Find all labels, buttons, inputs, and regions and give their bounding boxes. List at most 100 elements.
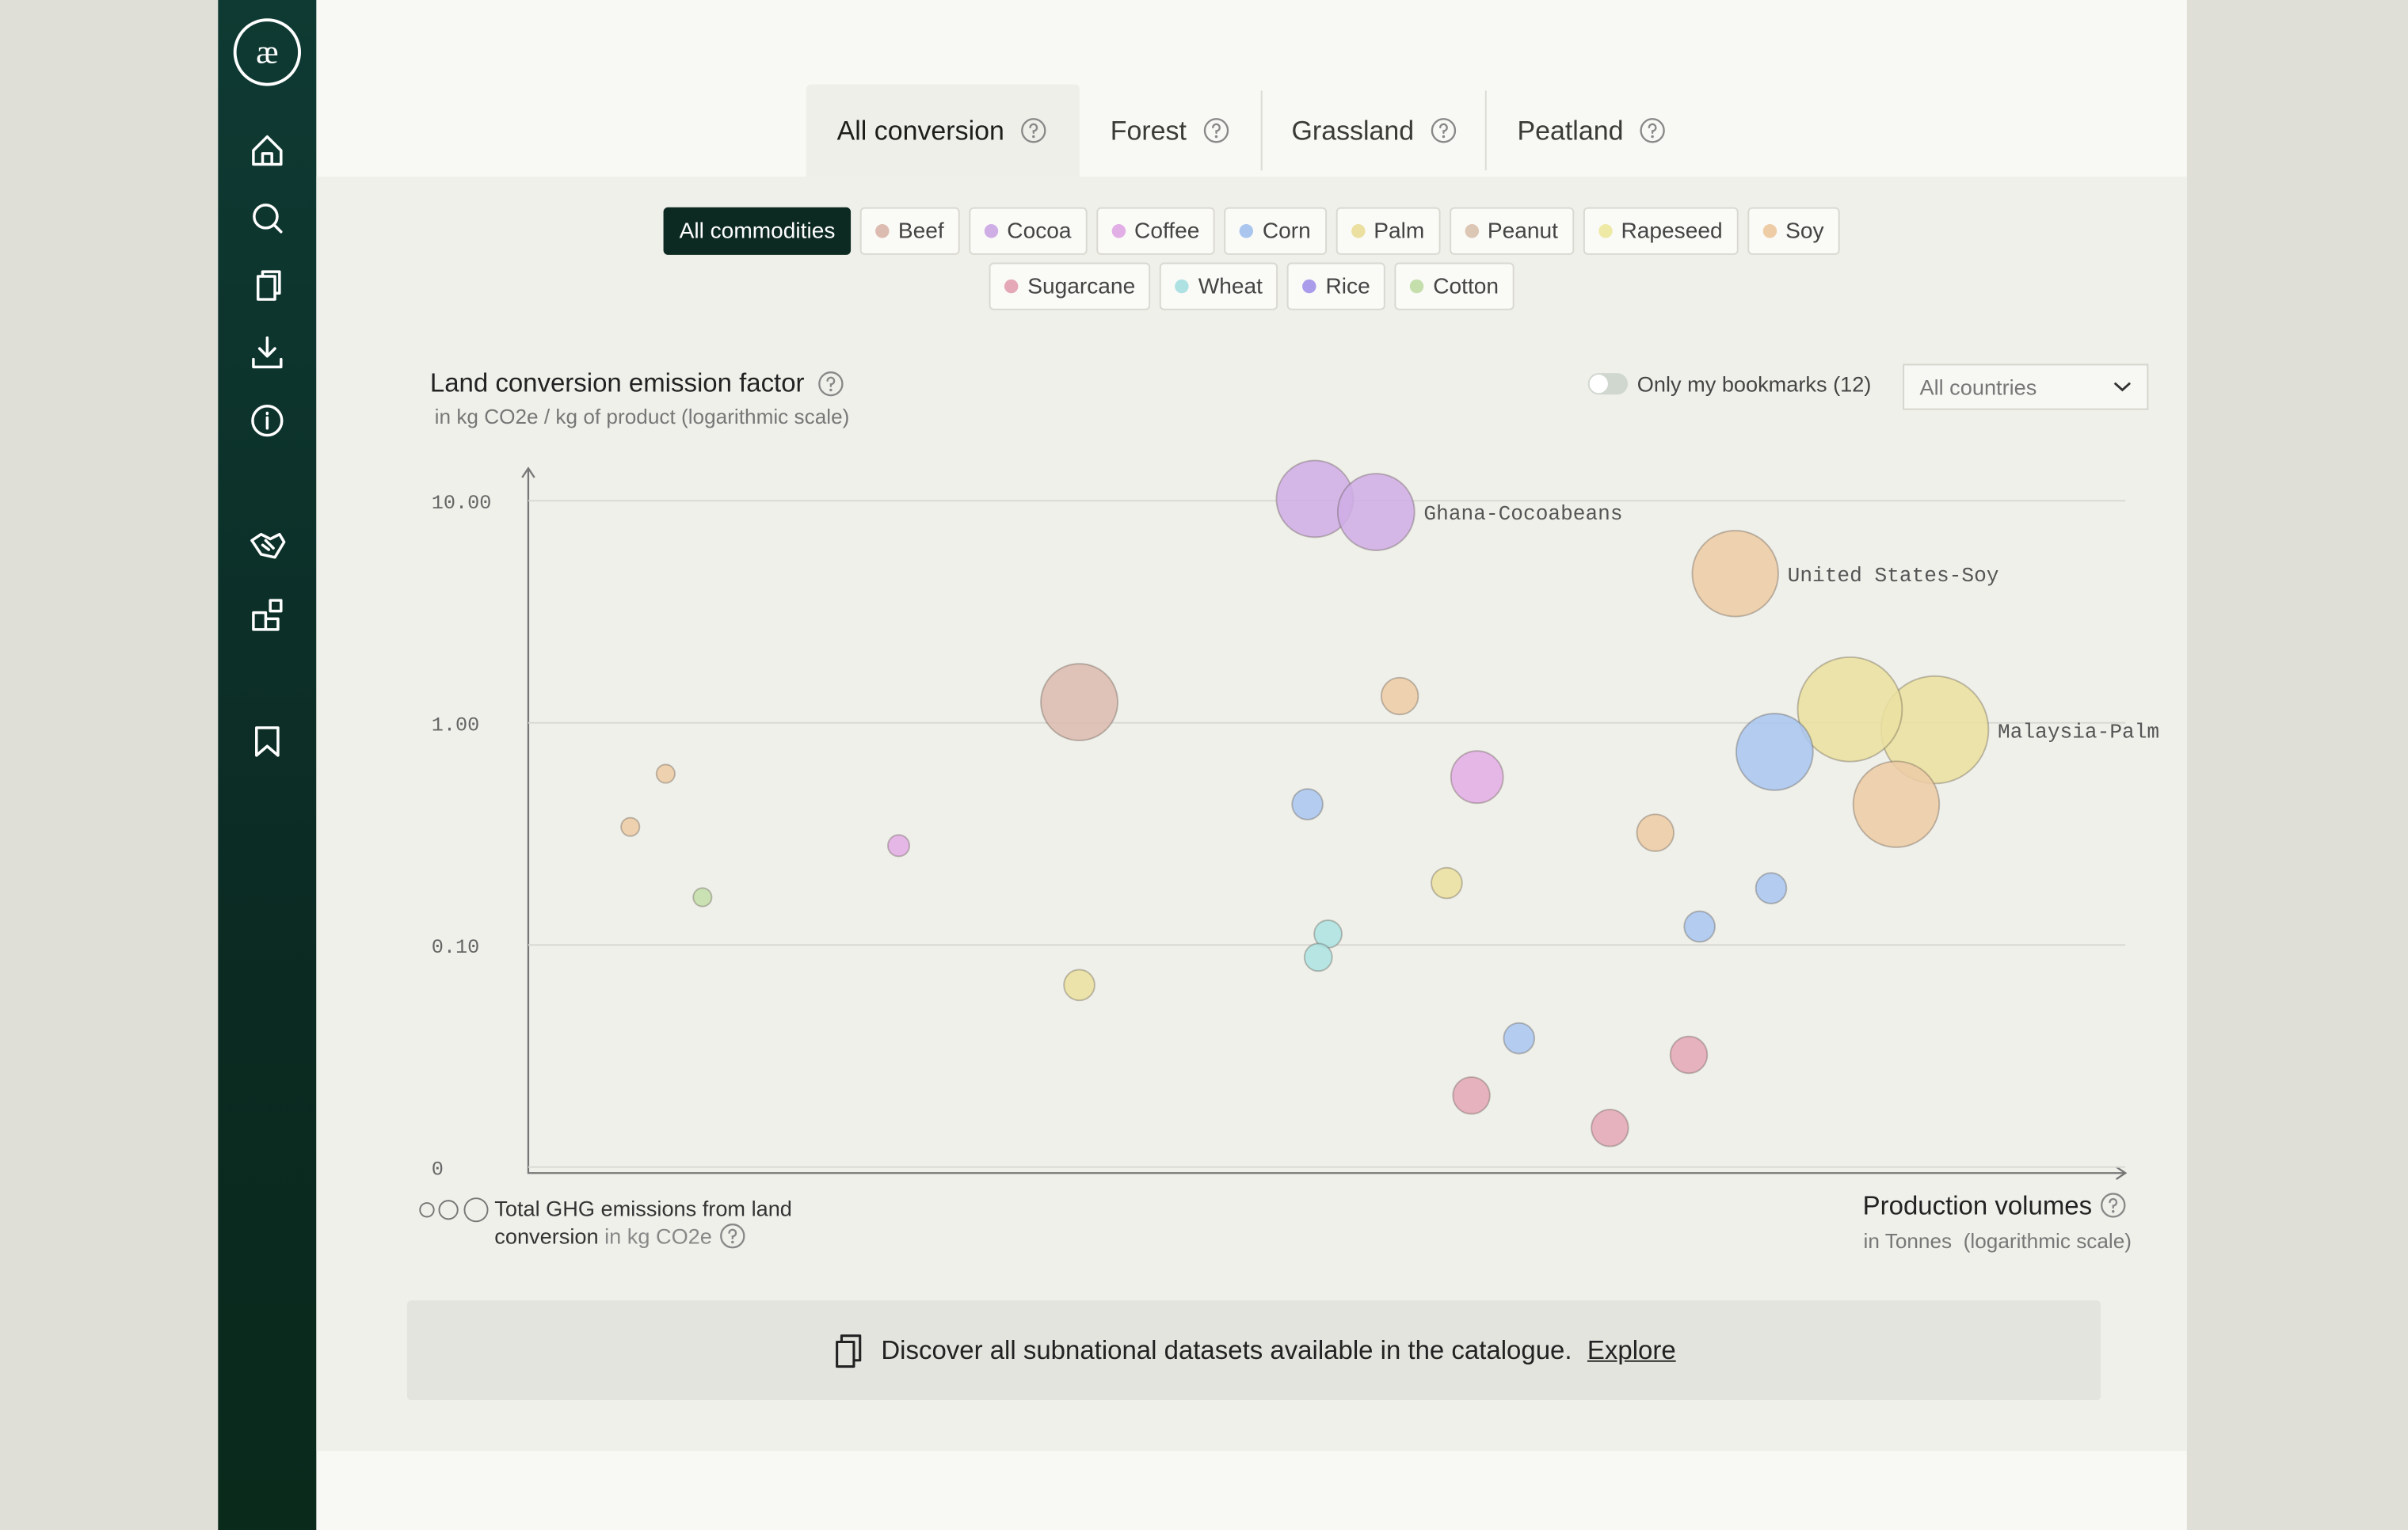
dropdown-label: All countries [1919, 375, 2037, 400]
country-dropdown[interactable]: All countries [1903, 363, 2149, 410]
bookmark-toggle[interactable]: Only my bookmarks (12) [1587, 371, 1872, 397]
legend-dot [1175, 279, 1190, 294]
toggle-label: Only my bookmarks (12) [1636, 371, 1872, 397]
legend-dot [1598, 224, 1612, 238]
bubble[interactable] [1755, 872, 1788, 904]
sidebar-icons: æ [233, 18, 302, 757]
help-icon[interactable] [1639, 116, 1667, 144]
tab-label: Peatland [1517, 114, 1624, 146]
info-icon[interactable] [251, 405, 284, 437]
catalogue-banner: Discover all subnational datasets availa… [406, 1300, 2101, 1401]
y-tick-label: 10.00 [432, 492, 492, 515]
bubble[interactable] [1796, 656, 1903, 763]
legend-dot [1004, 279, 1019, 294]
switch[interactable] [1587, 373, 1629, 395]
legend-label: Coffee [1134, 219, 1200, 244]
point-label: Malaysia-Palm [1998, 720, 2159, 744]
filter-chip[interactable]: All commodities [664, 207, 851, 255]
bubble[interactable] [1683, 910, 1716, 943]
legend-label: Peanut [1487, 219, 1558, 244]
help-icon[interactable] [817, 370, 844, 398]
help-icon[interactable] [1019, 116, 1047, 144]
x-axis-sublabel: in Tonnes (logarithmic scale) [1863, 1229, 2132, 1254]
legend-label: Rice [1325, 274, 1370, 299]
bubble[interactable] [1735, 713, 1814, 791]
legend-label: Beef [897, 219, 944, 244]
filter-chip[interactable]: Rice [1287, 262, 1386, 310]
chart-title: Land conversion emission factor [429, 368, 805, 398]
help-icon[interactable] [1430, 116, 1457, 144]
size-legend [419, 1197, 489, 1223]
help-icon[interactable] [2099, 1191, 2127, 1219]
bubble[interactable] [1452, 1076, 1491, 1115]
download-icon[interactable] [252, 336, 283, 369]
help-icon[interactable] [1202, 116, 1229, 144]
y-tick-label: 0.10 [432, 936, 479, 959]
partners-icon[interactable] [250, 532, 286, 559]
legend-label: Cotton [1433, 274, 1499, 299]
tab-separator [1484, 90, 1487, 171]
bubble[interactable] [1450, 750, 1504, 805]
legend-dot [1464, 224, 1479, 238]
filter-chip[interactable]: Wheat [1160, 262, 1278, 310]
bubble[interactable] [1303, 942, 1333, 972]
bubble[interactable] [886, 834, 911, 858]
bubble[interactable] [1063, 969, 1095, 1002]
legend-dot [874, 224, 890, 238]
bubble[interactable] [1291, 788, 1324, 820]
legend-dot [1239, 224, 1254, 238]
catalogue-icon[interactable] [256, 270, 281, 301]
filter-chip[interactable]: Rapeseed [1583, 207, 1739, 255]
bubble[interactable] [1503, 1022, 1536, 1055]
x-axis-label-row: Production volumes [1690, 1191, 2128, 1222]
catalogue-icon [835, 1334, 861, 1368]
banner-text: Discover all subnational datasets availa… [881, 1334, 1572, 1364]
filter-chip[interactable]: Palm [1335, 207, 1440, 255]
legend-dot [1410, 279, 1424, 294]
filter-chip[interactable]: Cocoa [968, 207, 1087, 255]
filter-chip[interactable]: Coffee [1095, 207, 1215, 255]
explore-link[interactable]: Explore [1587, 1334, 1676, 1364]
tab[interactable]: Forest [1111, 85, 1229, 177]
x-axis-label: Production volumes [1862, 1191, 2093, 1221]
bubble[interactable] [1691, 530, 1779, 618]
point-label: Ghana-Cocoabeans [1423, 502, 1622, 526]
bubble[interactable] [1852, 760, 1941, 848]
help-icon[interactable] [718, 1222, 745, 1250]
legend-label: Soy [1785, 219, 1824, 244]
bubble[interactable] [1636, 813, 1675, 852]
point-label: United States-Soy [1788, 564, 1999, 588]
bubble[interactable] [1040, 663, 1119, 742]
home-icon[interactable] [252, 135, 283, 166]
bubble[interactable] [620, 816, 641, 837]
bookmarks-icon[interactable] [255, 726, 280, 757]
sidebar: æ [218, 0, 317, 1530]
tab[interactable]: Peatland [1518, 85, 1667, 177]
tab[interactable]: Grassland [1292, 85, 1457, 177]
filter-chip[interactable]: Cotton [1394, 262, 1515, 310]
bubble[interactable] [1591, 1109, 1629, 1148]
legend-dot [1351, 224, 1365, 238]
bubble[interactable] [655, 763, 676, 784]
filter-chip[interactable]: Soy [1747, 207, 1839, 255]
filter-chip[interactable]: Sugarcane [989, 262, 1151, 310]
filter-chip[interactable]: Beef [859, 207, 960, 255]
filter-chip[interactable]: Peanut [1449, 207, 1574, 255]
modules-icon[interactable] [252, 599, 283, 631]
tab[interactable]: All conversion [806, 84, 1080, 177]
bubble[interactable] [1336, 473, 1415, 551]
tab-label: All conversion [836, 114, 1004, 146]
bubble[interactable] [1380, 676, 1419, 716]
bubble[interactable] [1669, 1035, 1709, 1075]
filter-chip[interactable]: Corn [1224, 207, 1327, 255]
search-icon[interactable] [253, 204, 279, 230]
bubble[interactable] [692, 887, 713, 908]
commodity-filters: All commodities Beef Cocoa Coffee Corn Palm P… [661, 207, 1843, 310]
bubble[interactable] [1431, 866, 1463, 900]
legend-label: Palm [1374, 219, 1425, 244]
tab-separator [1260, 90, 1263, 171]
legend-label: Wheat [1198, 274, 1263, 299]
legend-label: Rapeseed [1621, 219, 1723, 244]
